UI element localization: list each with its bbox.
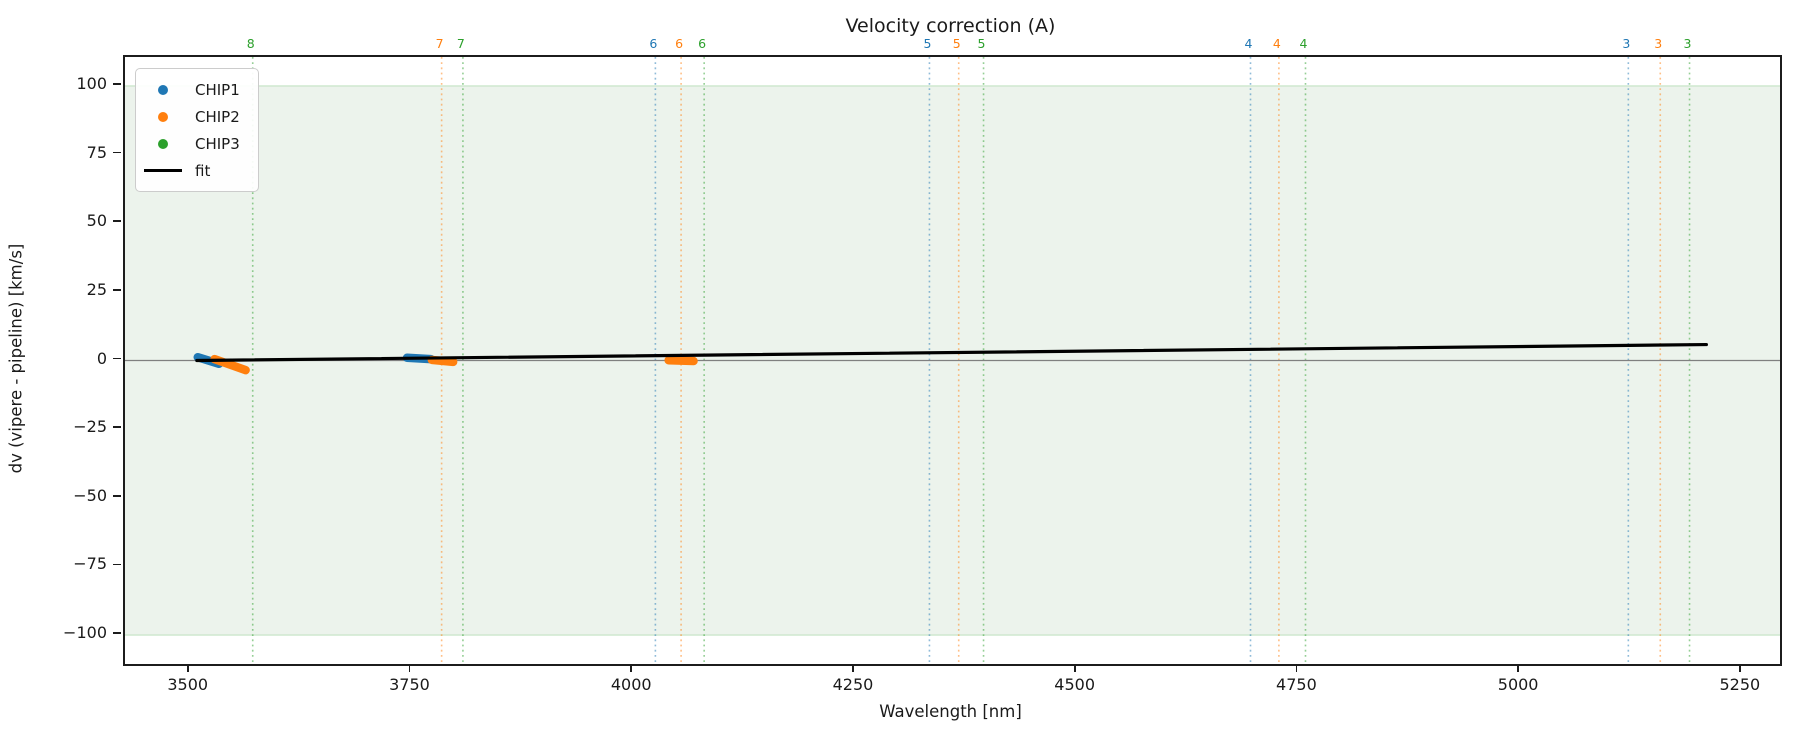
y-tick-label: −75 bbox=[73, 554, 107, 574]
y-tick-mark bbox=[113, 632, 121, 634]
dot-glyph bbox=[158, 84, 168, 95]
y-tick-mark bbox=[113, 83, 121, 85]
y-tick-mark bbox=[113, 357, 121, 360]
plot-canvas bbox=[125, 57, 1780, 664]
order-number-7-chip2: 7 bbox=[435, 36, 444, 51]
y-tick-label: 75 bbox=[86, 142, 107, 162]
x-tick-mark bbox=[408, 664, 411, 672]
x-tick-mark bbox=[1073, 664, 1076, 672]
order-number-4-chip3: 4 bbox=[1299, 36, 1308, 51]
order-number-5-chip3: 5 bbox=[977, 36, 986, 51]
legend-line-icon bbox=[143, 169, 183, 172]
legend-item-chip3: CHIP3 bbox=[143, 130, 258, 157]
plot-area: CHIP1 CHIP2 CHIP3 fit bbox=[123, 55, 1782, 666]
data-cluster-CHIP2 bbox=[664, 355, 698, 366]
dot-glyph bbox=[158, 111, 168, 122]
x-tick-mark bbox=[1517, 664, 1519, 672]
legend-label: CHIP2 bbox=[195, 107, 240, 126]
y-tick-mark bbox=[113, 289, 121, 291]
order-number-6-chip2: 6 bbox=[675, 36, 684, 51]
y-tick-mark bbox=[113, 220, 121, 222]
legend-item-fit: fit bbox=[143, 157, 258, 184]
legend: CHIP1 CHIP2 CHIP3 fit bbox=[135, 68, 259, 192]
legend-label: CHIP1 bbox=[195, 80, 240, 99]
order-number-7-chip3: 7 bbox=[456, 36, 465, 51]
order-number-8-chip3: 8 bbox=[246, 36, 255, 51]
legend-item-chip2: CHIP2 bbox=[143, 103, 258, 130]
y-tick-mark bbox=[113, 563, 121, 566]
order-number-5-chip1: 5 bbox=[923, 36, 932, 51]
x-tick-mark bbox=[630, 664, 633, 672]
order-number-4-chip2: 4 bbox=[1272, 36, 1281, 51]
x-tick-mark bbox=[852, 664, 854, 672]
order-number-4-chip1: 4 bbox=[1244, 36, 1253, 51]
y-tick-label: 100 bbox=[76, 73, 107, 93]
x-tick-label: 4250 bbox=[832, 675, 874, 694]
x-tick-label: 5000 bbox=[1497, 675, 1539, 694]
fit-line bbox=[195, 342, 1708, 363]
y-tick-mark bbox=[113, 151, 121, 154]
x-tick-label: 4000 bbox=[610, 675, 652, 694]
order-number-3-chip1: 3 bbox=[1622, 36, 1631, 51]
x-tick-label: 3500 bbox=[167, 675, 209, 694]
legend-dot-icon bbox=[143, 138, 183, 149]
dot-glyph bbox=[158, 138, 168, 149]
legend-item-chip1: CHIP1 bbox=[143, 76, 258, 103]
x-axis-label: Wavelength [nm] bbox=[879, 702, 1022, 721]
legend-dot-icon bbox=[143, 84, 183, 95]
x-tick-label: 4500 bbox=[1054, 675, 1096, 694]
y-tick-label: −25 bbox=[73, 417, 107, 437]
y-tick-label: −50 bbox=[73, 485, 107, 505]
y-tick-label: −100 bbox=[63, 623, 107, 643]
x-tick-label: 3750 bbox=[389, 675, 430, 694]
x-tick-mark bbox=[186, 664, 189, 672]
y-tick-label: 25 bbox=[86, 279, 107, 299]
legend-dot-icon bbox=[143, 111, 183, 122]
x-tick-mark bbox=[1739, 664, 1741, 672]
line-glyph bbox=[144, 169, 182, 172]
y-tick-mark bbox=[113, 495, 121, 497]
legend-label: CHIP3 bbox=[195, 134, 240, 153]
y-tick-label: 0 bbox=[96, 348, 107, 368]
order-number-5-chip2: 5 bbox=[952, 36, 961, 51]
order-number-6-chip3: 6 bbox=[698, 36, 707, 51]
x-tick-label: 4750 bbox=[1276, 675, 1317, 694]
order-number-3-chip3: 3 bbox=[1683, 36, 1692, 51]
y-axis-label: dv (vipere - pipeline) [km/s] bbox=[6, 243, 26, 474]
order-number-6-chip1: 6 bbox=[649, 36, 658, 51]
legend-label: fit bbox=[195, 161, 211, 180]
order-number-3-chip2: 3 bbox=[1654, 36, 1663, 51]
x-tick-label: 5250 bbox=[1719, 675, 1761, 694]
chart-title: Velocity correction (A) bbox=[845, 15, 1056, 37]
x-tick-mark bbox=[1295, 664, 1298, 672]
data-cluster-CHIP2 bbox=[427, 355, 458, 367]
y-tick-label: 50 bbox=[86, 211, 107, 231]
y-axis-label-wrap: dv (vipere - pipeline) [km/s] bbox=[4, 55, 28, 662]
y-tick-mark bbox=[113, 426, 121, 428]
